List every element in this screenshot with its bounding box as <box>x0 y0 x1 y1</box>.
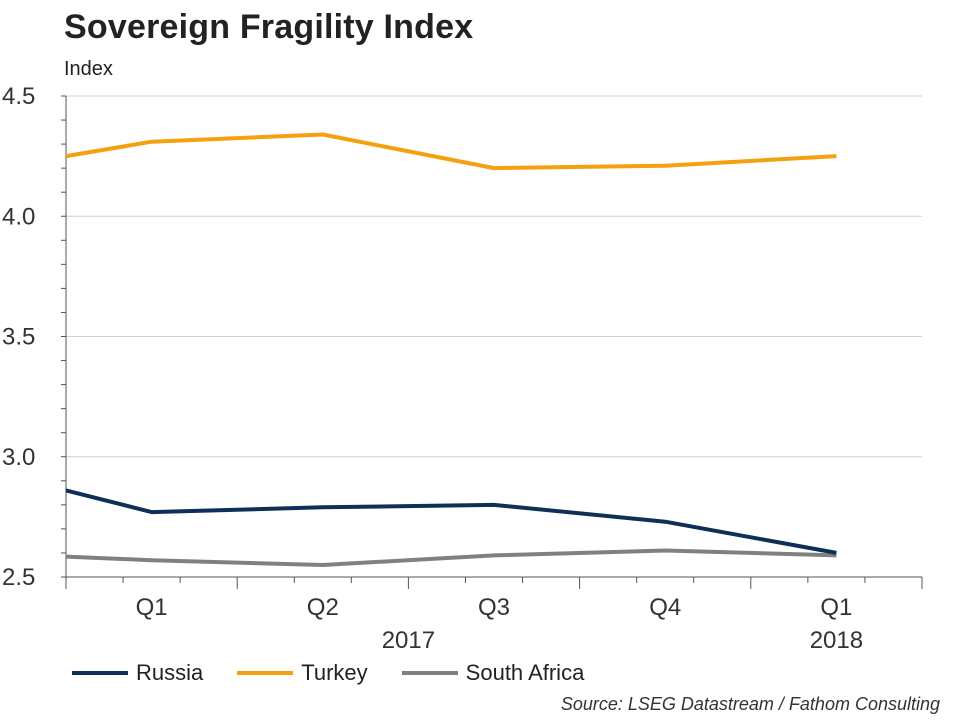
series-line-russia <box>65 488 837 555</box>
x-tick-labels: Q1 Q2 Q3 Q4 Q1 2017 2018 <box>136 594 864 654</box>
legend-swatch-turkey <box>237 671 294 675</box>
y-tick-3.0: 3.0 <box>2 444 35 471</box>
series-line-south-africa <box>65 548 837 567</box>
x-tick-q3-2: Q3 <box>478 594 510 621</box>
y-tick-3.5: 3.5 <box>2 324 35 351</box>
x-tick-q4-3: Q4 <box>649 594 681 621</box>
y-tick-4.5: 4.5 <box>2 83 35 110</box>
legend: Russia Turkey South Africa <box>72 660 618 686</box>
source-note: Source: LSEG Datastream / Fathom Consult… <box>560 694 940 714</box>
y-tick-4.0: 4.0 <box>2 203 35 230</box>
y-axis-label: Index <box>64 58 113 80</box>
series-line-turkey <box>65 132 837 171</box>
legend-label-russia: Russia <box>136 660 204 685</box>
x-year-label-2018: 2018 <box>810 627 863 654</box>
gridlines <box>66 95 922 458</box>
x-tick-q1-0: Q1 <box>136 594 168 621</box>
y-tick-2.5: 2.5 <box>2 564 35 591</box>
axes <box>61 95 923 589</box>
legend-label-turkey: Turkey <box>301 660 368 685</box>
legend-swatch-russia <box>72 671 128 675</box>
x-tick-q1-4: Q1 <box>820 594 852 621</box>
legend-swatch-south-africa <box>401 671 458 675</box>
series-lines <box>65 132 837 567</box>
x-year-label-2017: 2017 <box>382 627 435 654</box>
chart-title: Sovereign Fragility Index <box>64 8 474 46</box>
x-tick-q2-1: Q2 <box>307 594 339 621</box>
legend-label-south-africa: South Africa <box>465 660 585 685</box>
legend-item-russia: Russia <box>72 660 203 686</box>
legend-item-south-africa: South Africa <box>401 660 585 686</box>
y-tick-labels: 2.5 3.0 3.5 4.0 4.5 <box>2 83 35 591</box>
legend-item-turkey: Turkey <box>237 660 368 686</box>
